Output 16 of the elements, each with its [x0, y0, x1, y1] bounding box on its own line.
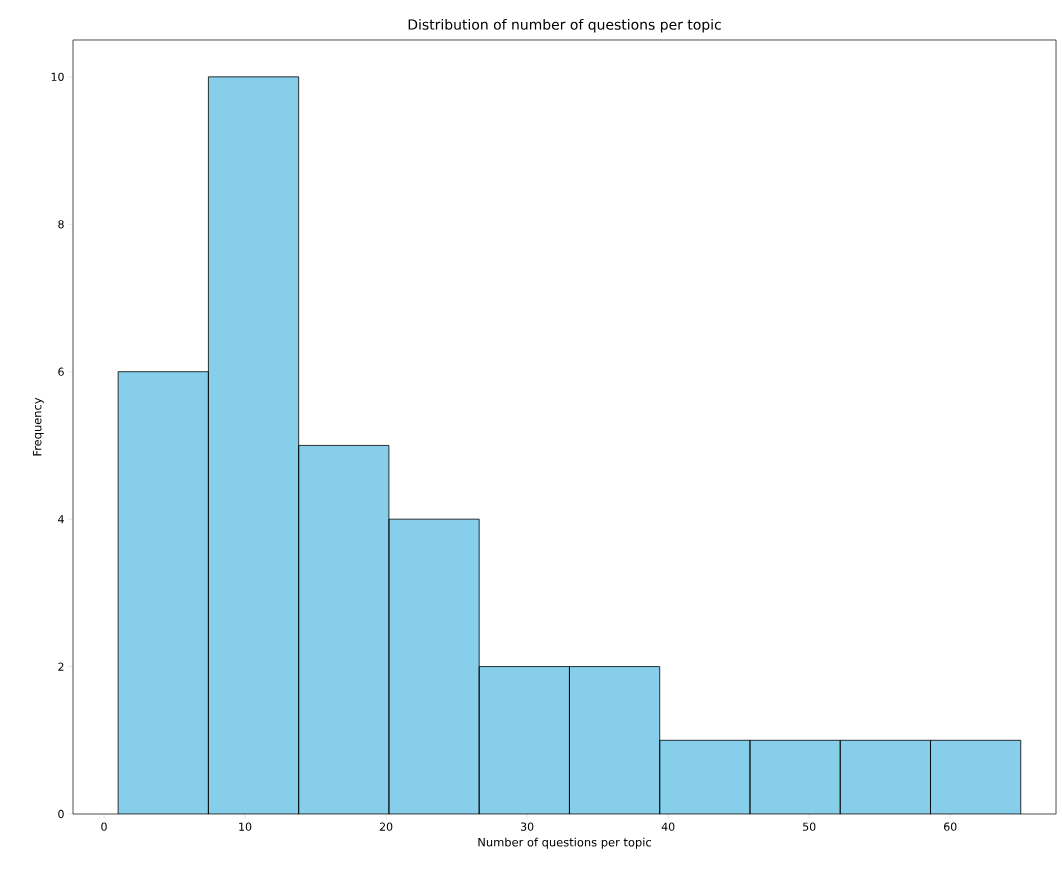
x-tick-label: 0	[101, 822, 107, 831]
x-tick-label: 40	[661, 822, 675, 831]
y-tick-label: 6	[58, 367, 64, 376]
y-tick-label: 8	[58, 220, 64, 229]
y-tick-label: 4	[58, 515, 64, 524]
y-tick-label: 10	[51, 72, 64, 81]
x-axis-title: Number of questions per topic	[478, 837, 651, 849]
x-tick-label: 30	[520, 822, 534, 831]
y-tick-label: 0	[58, 809, 64, 819]
x-tick-label: 50	[803, 822, 816, 831]
y-axis-title: Frequency	[32, 397, 44, 456]
y-tick-label: 2	[58, 662, 64, 671]
x-tick-label: 10	[239, 822, 252, 831]
x-tick-label: 60	[944, 822, 957, 831]
x-tick-label: 20	[379, 822, 393, 831]
chart-title: Distribution of number of questions per topic	[408, 19, 721, 33]
